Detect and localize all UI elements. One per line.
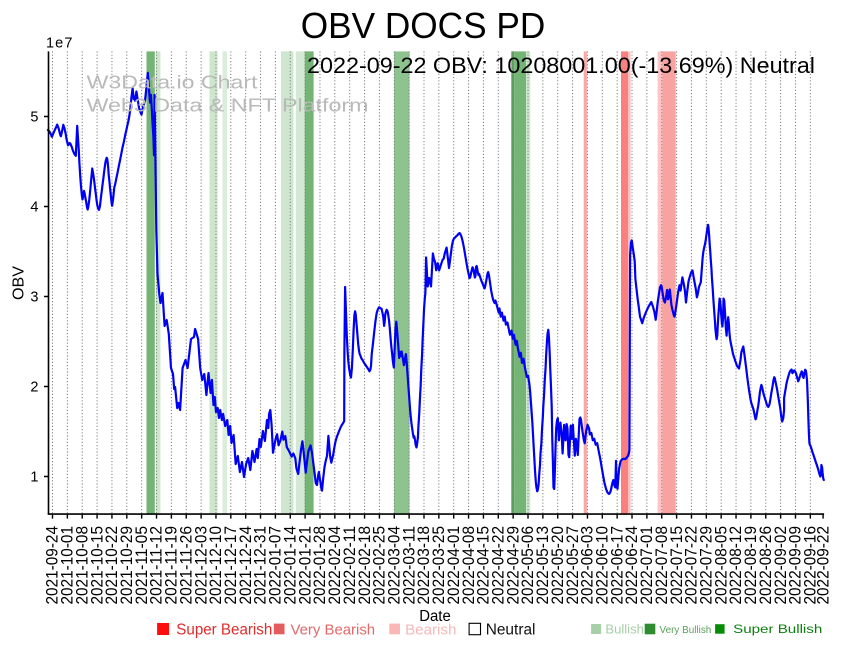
svg-text:Bearish: Bearish [405,621,456,638]
svg-text:2022-09-02: 2022-09-02 [772,526,790,605]
svg-text:2022-05-20: 2022-05-20 [549,526,567,605]
svg-text:2022-09-09: 2022-09-09 [787,526,805,605]
svg-text:2021-10-22: 2021-10-22 [103,526,121,605]
svg-text:2022-04-15: 2022-04-15 [475,526,493,605]
svg-text:2021-10-01: 2021-10-01 [59,526,77,605]
svg-text:2022-01-28: 2022-01-28 [311,526,329,605]
svg-text:1: 1 [30,470,38,486]
svg-text:2022-02-18: 2022-02-18 [356,526,374,605]
svg-text:1e7: 1e7 [46,36,74,52]
svg-text:2022-05-13: 2022-05-13 [534,526,552,605]
svg-text:2022-04-22: 2022-04-22 [489,526,507,605]
svg-text:Very Bearish: Very Bearish [291,621,376,638]
svg-text:2022-02-11: 2022-02-11 [341,526,359,605]
svg-text:2022-01-21: 2022-01-21 [296,526,314,605]
svg-text:2021-11-19: 2021-11-19 [163,526,181,605]
svg-text:2021-09-24: 2021-09-24 [44,526,62,605]
svg-text:2021-12-24: 2021-12-24 [237,526,255,605]
svg-text:2022-09-22 OBV: 10208001.00(-1: 2022-09-22 OBV: 10208001.00(-13.69%) Neu… [307,53,815,78]
svg-text:2022-08-19: 2022-08-19 [742,526,760,605]
svg-text:2021-12-17: 2021-12-17 [222,526,240,605]
svg-text:5: 5 [30,110,38,126]
svg-text:2022-04-08: 2022-04-08 [460,526,478,605]
svg-text:2022-05-27: 2022-05-27 [564,526,582,605]
svg-text:2021-12-03: 2021-12-03 [192,526,210,605]
svg-text:2022-01-14: 2022-01-14 [281,526,299,605]
svg-text:2021-11-12: 2021-11-12 [148,526,166,605]
svg-text:W3Data.io Chart: W3Data.io Chart [87,72,258,93]
svg-text:2021-10-08: 2021-10-08 [73,526,91,605]
svg-text:2022-06-17: 2022-06-17 [608,526,626,605]
svg-text:OBV: OBV [11,265,28,300]
svg-text:2022-03-25: 2022-03-25 [430,526,448,605]
svg-text:Bullish: Bullish [605,622,644,637]
svg-text:2022-02-25: 2022-02-25 [371,526,389,605]
svg-text:Date: Date [419,608,451,625]
svg-text:2022-03-11: 2022-03-11 [400,526,418,605]
svg-text:2022-07-22: 2022-07-22 [683,526,701,605]
svg-text:2022-04-29: 2022-04-29 [504,526,522,605]
svg-text:Web3 Data & NFT Platform: Web3 Data & NFT Platform [87,94,369,115]
svg-text:2022-08-12: 2022-08-12 [727,526,745,605]
svg-text:2022-03-18: 2022-03-18 [415,526,433,605]
svg-text:2022-06-10: 2022-06-10 [594,526,612,605]
svg-text:2022-09-16: 2022-09-16 [802,526,820,605]
svg-text:Very Bullish: Very Bullish [660,624,712,636]
svg-text:4: 4 [30,200,38,216]
svg-text:2022-08-05: 2022-08-05 [712,526,730,605]
svg-text:2021-10-15: 2021-10-15 [88,526,106,605]
svg-text:2022-05-06: 2022-05-06 [519,526,537,605]
svg-text:2: 2 [30,380,38,396]
svg-text:2022-07-01: 2022-07-01 [638,526,656,605]
svg-text:2022-01-07: 2022-01-07 [267,526,285,605]
svg-text:2022-02-04: 2022-02-04 [326,526,344,605]
svg-text:Super Bullish: Super Bullish [733,624,822,636]
svg-text:2021-10-29: 2021-10-29 [118,526,136,605]
svg-text:2022-07-29: 2022-07-29 [698,526,716,605]
svg-text:2022-04-01: 2022-04-01 [445,526,463,605]
svg-text:2022-07-15: 2022-07-15 [668,526,686,605]
svg-text:2022-06-03: 2022-06-03 [579,526,597,605]
svg-text:2021-11-05: 2021-11-05 [133,526,151,605]
svg-text:2022-03-04: 2022-03-04 [385,526,403,605]
svg-text:2021-12-31: 2021-12-31 [252,526,270,605]
svg-text:Neutral: Neutral [486,622,536,639]
svg-text:3: 3 [30,290,38,306]
svg-text:2022-08-26: 2022-08-26 [757,526,775,605]
svg-text:Super Bearish: Super Bearish [176,622,272,639]
svg-text:2021-12-10: 2021-12-10 [207,526,225,605]
svg-text:2021-11-26: 2021-11-26 [177,526,195,605]
svg-text:2022-07-08: 2022-07-08 [653,526,671,605]
svg-text:2022-06-24: 2022-06-24 [623,526,641,605]
svg-text:2022-09-22: 2022-09-22 [814,526,832,605]
svg-text:OBV DOCS PD: OBV DOCS PD [301,5,546,46]
